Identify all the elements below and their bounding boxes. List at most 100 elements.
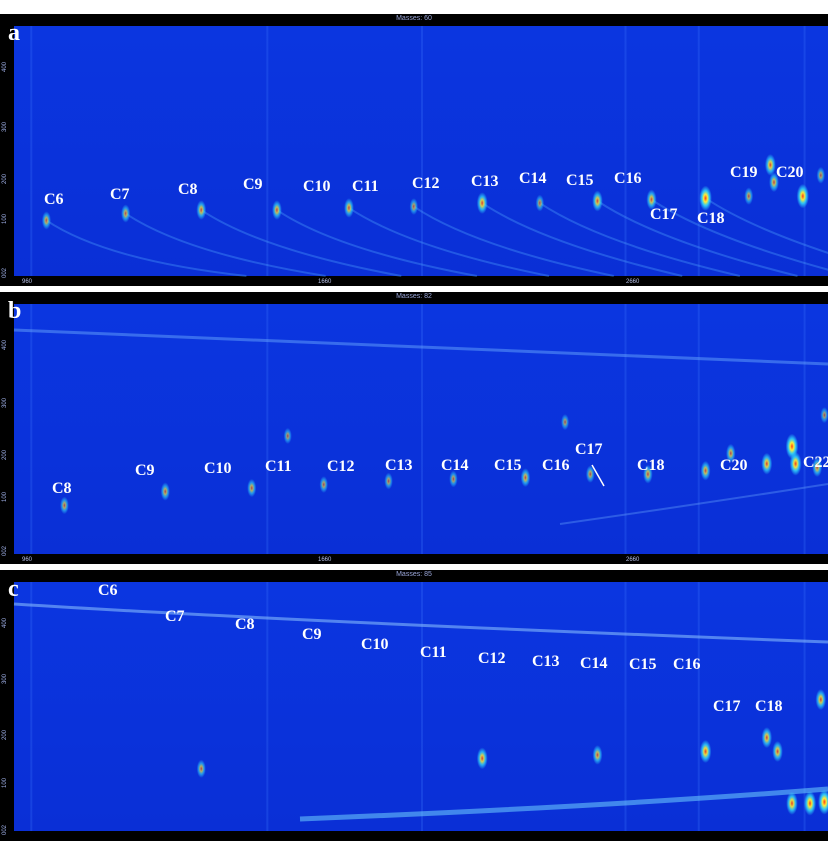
peak-spot <box>699 185 712 211</box>
peak-label: C11 <box>352 178 379 195</box>
column-bleed <box>13 328 828 366</box>
peak-label: C12 <box>412 175 440 192</box>
peak-label: C14 <box>519 170 547 187</box>
bleed-arc <box>650 198 828 271</box>
x-tick: 1660 <box>318 557 332 563</box>
peak-label: C12 <box>478 650 506 667</box>
streak <box>30 26 33 276</box>
peak-label: C15 <box>494 457 522 474</box>
column-bleed <box>13 602 828 644</box>
peak-label: C6 <box>98 582 118 599</box>
streak <box>624 582 627 831</box>
peak-label: C15 <box>566 172 594 189</box>
peak-spot <box>272 200 282 220</box>
peak-label: C14 <box>580 655 608 672</box>
peak-spot <box>409 198 418 215</box>
bleed-arc <box>200 209 402 277</box>
peak-label: C12 <box>327 458 355 475</box>
peak-spot <box>585 465 595 483</box>
streak <box>421 582 423 831</box>
streak <box>803 582 806 831</box>
peak-label: C17 <box>713 698 741 715</box>
peak-label: C17 <box>575 441 603 458</box>
peak-label: C20 <box>720 457 748 474</box>
peak-spot <box>319 476 328 493</box>
peak-label: C8 <box>52 480 72 497</box>
bleed-arc <box>45 219 247 277</box>
streak <box>697 26 700 276</box>
streak <box>803 304 806 554</box>
peak-label: C18 <box>697 210 725 227</box>
peak-spot <box>476 192 488 214</box>
peak-label: C22 <box>803 454 828 471</box>
plot-area <box>14 582 828 831</box>
peak-label: C16 <box>614 170 642 187</box>
peak-label: C17 <box>650 206 678 223</box>
bleed-arc <box>276 209 478 277</box>
peak-label: C19 <box>730 164 758 181</box>
plot-area <box>14 304 828 554</box>
peak-spot <box>41 211 51 230</box>
peak-spot <box>815 689 827 711</box>
peak-label: C10 <box>361 636 389 653</box>
panel-b: Masses: 82 b 400 300 200 100 002 960 166… <box>0 292 828 564</box>
peak-spot <box>520 468 531 488</box>
bleed-arc <box>704 197 828 254</box>
streak <box>30 304 33 554</box>
panel-a: Masses: 60 a 400 300 200 100 002 960 166… <box>0 14 828 286</box>
streak <box>697 582 700 831</box>
panel-c-letter: c <box>8 576 19 602</box>
y-tick: 100 <box>2 213 8 224</box>
peak-label: C11 <box>420 644 447 661</box>
peak-label: C8 <box>235 616 255 633</box>
streak <box>30 582 33 831</box>
x-tick: 960 <box>22 279 33 285</box>
y-tick: 200 <box>2 173 8 184</box>
streak <box>624 26 627 276</box>
y-tick: 300 <box>2 121 8 132</box>
peak-spot <box>769 172 779 193</box>
peak-label: C16 <box>673 656 701 673</box>
peak-spot <box>816 166 825 184</box>
y-tick: 300 <box>2 673 8 684</box>
y-tick: 002 <box>2 267 8 278</box>
y-tick: 400 <box>2 61 8 72</box>
bleed-arc <box>481 202 683 277</box>
streak <box>421 304 423 554</box>
peak-label: C10 <box>303 178 331 195</box>
baseline-band <box>299 786 828 822</box>
peak-spot <box>761 727 773 749</box>
peak-spot <box>796 183 809 209</box>
peak-spot <box>592 190 603 212</box>
peak-spot <box>160 482 170 501</box>
peak-spot <box>803 791 817 816</box>
peak-spot <box>820 407 828 424</box>
bleed-arc <box>539 202 741 277</box>
bleed-arc <box>413 205 615 277</box>
peak-spot <box>247 478 257 498</box>
peak-spot <box>761 452 773 475</box>
panel-c-plot <box>0 570 828 841</box>
bleed-arc <box>348 207 550 277</box>
peak-label: C10 <box>204 460 232 477</box>
peak-label: C18 <box>637 457 665 474</box>
peak-spot <box>196 200 207 220</box>
streak <box>266 582 269 831</box>
streak <box>266 304 269 554</box>
streak <box>266 26 269 276</box>
panel-b-plot <box>0 292 828 564</box>
peak-label: C13 <box>385 457 413 474</box>
peak-label: C8 <box>178 181 198 198</box>
plot-area <box>14 26 828 276</box>
peak-spot <box>592 745 603 765</box>
peak-label: C7 <box>165 608 185 625</box>
panel-a-plot <box>0 14 828 286</box>
peak-spot <box>764 154 776 176</box>
peak-spot <box>726 443 736 463</box>
peak-label: C9 <box>243 176 263 193</box>
peak-spot <box>121 204 131 223</box>
panel-b-letter: b <box>8 298 22 324</box>
peak-label: C6 <box>44 191 64 208</box>
peak-spot <box>744 187 754 205</box>
x-tick: 2660 <box>626 557 640 563</box>
